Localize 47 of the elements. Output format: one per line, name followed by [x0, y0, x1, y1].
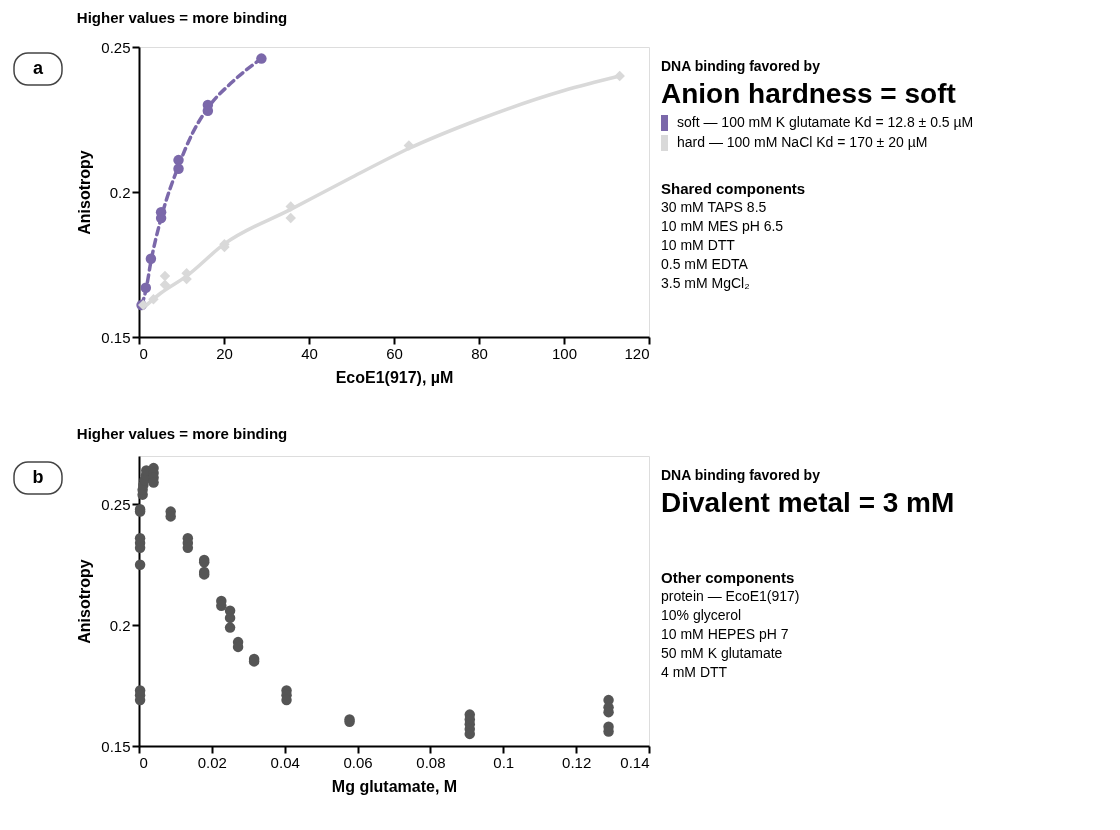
- x-axis-title: Mg glutamate, M: [331, 777, 458, 795]
- x-tick-label: 0.02: [197, 753, 227, 771]
- y-tick-label: 0.25: [101, 38, 131, 56]
- y-tick-label: 0.2: [109, 616, 131, 634]
- x-tick-label: 0.08: [416, 753, 446, 771]
- text: 50 mM K glutamate: [661, 645, 783, 661]
- text: 10 mM DTT: [661, 237, 736, 253]
- text: 4 mM DTT: [661, 664, 728, 680]
- y-axis-title: Anisotropy: [76, 559, 94, 644]
- text: 0.5 mM EDTA: [661, 256, 749, 272]
- x-axis-title: EcoE1(917), µM: [335, 368, 454, 386]
- x-tick-label: 0.14: [620, 753, 650, 771]
- y-axis-title: Anisotropy: [76, 150, 94, 235]
- x-tick-label: 120: [624, 344, 650, 362]
- x-tick-label: 20: [216, 344, 233, 362]
- y-tick-label: 0.15: [101, 737, 131, 755]
- chart-title: Higher values = more binding: [76, 425, 288, 442]
- text: Anion hardness = soft: [661, 78, 956, 109]
- x-tick-label: 60: [386, 344, 403, 362]
- y-tick-label: 0.15: [101, 328, 131, 346]
- chart-title: Higher values = more binding: [76, 9, 288, 26]
- text: 10 mM MES pH 6.5: [661, 218, 784, 234]
- text: b: [32, 467, 44, 487]
- text: DNA binding favored by: [661, 467, 821, 483]
- text: a: [32, 58, 44, 78]
- x-tick-label: 100: [551, 344, 578, 362]
- text: 3.5 mM MgCl₂: [661, 275, 750, 291]
- x-tick-label: 40: [301, 344, 318, 362]
- text: 30 mM TAPS 8.5: [661, 199, 767, 215]
- text: 10% glycerol: [661, 607, 742, 623]
- text: 10 mM HEPES pH 7: [661, 626, 789, 642]
- text: Other components: [661, 569, 795, 586]
- legend-label: soft — 100 mM K glutamate Kd = 12.8 ± 0.5 µM: [677, 114, 974, 130]
- y-tick-label: 0.2: [109, 183, 131, 201]
- x-tick-label: 0: [139, 753, 148, 771]
- y-tick-label: 0.25: [101, 495, 131, 513]
- x-tick-label: 0.1: [493, 753, 515, 771]
- x-tick-label: 0.06: [343, 753, 373, 771]
- x-tick-label: 80: [471, 344, 488, 362]
- text: Divalent metal = 3 mM: [661, 487, 955, 518]
- x-tick-label: 0.04: [270, 753, 300, 771]
- legend-label: hard — 100 mM NaCl Kd = 170 ± 20 µM: [677, 134, 928, 150]
- text: DNA binding favored by: [661, 58, 821, 74]
- text: protein — EcoE1(917): [661, 588, 800, 604]
- x-tick-label: 0.12: [562, 753, 592, 771]
- text: Shared components: [661, 180, 806, 197]
- x-tick-label: 0: [139, 344, 148, 362]
